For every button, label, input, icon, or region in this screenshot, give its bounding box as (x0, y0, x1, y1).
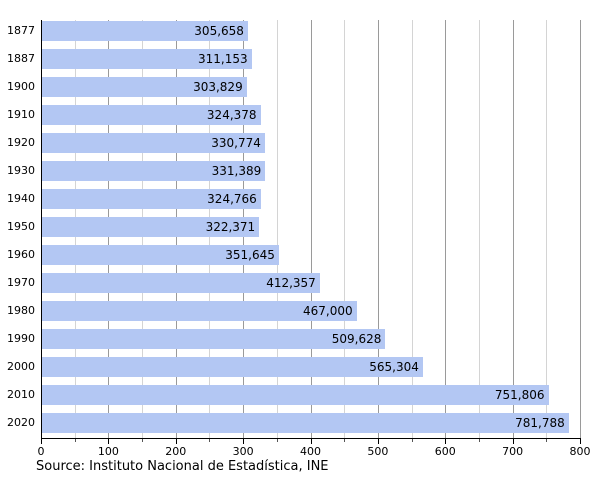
x-axis-tick-label-400: 400 (300, 445, 321, 458)
x-axis-minor-tick (411, 439, 413, 442)
y-axis-label-1990: 1990 (7, 332, 35, 345)
bar-value-label: 330,774 (211, 136, 261, 150)
y-axis-label-2010: 2010 (7, 388, 35, 401)
x-axis-minor-tick (74, 439, 76, 442)
x-axis-major-tick (108, 439, 110, 444)
major-gridline (445, 20, 447, 438)
x-axis-minor-tick (276, 439, 278, 442)
bar-value-label: 781,788 (515, 416, 565, 430)
x-axis-major-tick (377, 439, 379, 444)
bar-2020: 781,788 (42, 413, 569, 433)
y-axis-label-1940: 1940 (7, 192, 35, 205)
bar-value-label: 412,357 (266, 276, 316, 290)
y-axis-label-1910: 1910 (7, 108, 35, 121)
x-axis-minor-tick (546, 439, 548, 442)
y-axis-label-1900: 1900 (7, 80, 35, 93)
minor-gridline (344, 20, 346, 438)
source-caption: Source: Instituto Nacional de Estadístic… (36, 459, 329, 474)
bar-value-label: 509,628 (331, 332, 382, 346)
bar-2010: 751,806 (42, 385, 549, 405)
x-axis-major-tick (41, 439, 42, 444)
minor-gridline (478, 20, 480, 438)
bar-value-label: 751,806 (494, 388, 545, 402)
x-axis-minor-tick (142, 439, 144, 442)
y-axis-label-1970: 1970 (7, 276, 35, 289)
major-gridline (580, 20, 581, 438)
minor-gridline (276, 20, 278, 438)
bar-1940: 324,766 (42, 189, 261, 209)
bar-value-label: 322,371 (205, 220, 256, 234)
bar-value-label: 467,000 (303, 304, 353, 318)
bar-1930: 331,389 (42, 161, 266, 181)
y-axis-label-1960: 1960 (7, 248, 35, 261)
bar-value-label: 324,378 (206, 108, 257, 122)
major-gridline (377, 20, 379, 438)
y-axis-label-1920: 1920 (7, 136, 35, 149)
x-axis-major-tick (580, 439, 581, 444)
x-axis-tick-label-700: 700 (502, 445, 524, 458)
x-axis-tick-label-100: 100 (97, 445, 119, 458)
bar-2000: 565,304 (42, 357, 423, 377)
major-gridline (310, 20, 312, 438)
y-axis-label-2000: 2000 (7, 360, 35, 373)
bar-value-label: 565,304 (369, 360, 419, 374)
minor-gridline (411, 20, 413, 438)
bar-1910: 324,378 (42, 105, 261, 125)
y-axis-label-1877: 1877 (7, 24, 35, 37)
x-axis-major-tick (512, 439, 514, 444)
y-axis-label-1950: 1950 (7, 220, 35, 233)
x-axis-tick-label-200: 200 (165, 445, 187, 458)
y-axis-label-1980: 1980 (7, 304, 35, 317)
x-axis-tick-label-500: 500 (367, 445, 389, 458)
bar-1950: 322,371 (42, 217, 260, 237)
major-gridline (512, 20, 514, 438)
x-axis-tick-label-300: 300 (232, 445, 254, 458)
y-axis-label-1887: 1887 (7, 52, 35, 65)
bar-value-label: 311,153 (198, 52, 248, 66)
bar-1920: 330,774 (42, 133, 265, 153)
bar-1970: 412,357 (42, 273, 320, 293)
bar-1877: 305,658 (42, 21, 248, 41)
bar-value-label: 303,829 (193, 80, 243, 94)
bar-1980: 467,000 (42, 301, 357, 321)
y-axis-label-1930: 1930 (7, 164, 35, 177)
x-axis-major-tick (310, 439, 312, 444)
x-axis-major-tick (445, 439, 447, 444)
x-axis-tick-label-600: 600 (434, 445, 456, 458)
x-axis-tick-label-800: 800 (569, 445, 591, 458)
bar-1960: 351,645 (42, 245, 279, 265)
bar-1900: 303,829 (42, 77, 247, 97)
x-axis-minor-tick (478, 439, 480, 442)
bar-value-label: 324,766 (207, 192, 257, 206)
minor-gridline (546, 20, 548, 438)
x-axis-minor-tick (209, 439, 211, 442)
x-axis-minor-tick (344, 439, 346, 442)
bar-value-label: 305,658 (194, 24, 244, 38)
bar-1887: 311,153 (42, 49, 252, 69)
y-axis-label-2020: 2020 (7, 416, 35, 429)
bar-value-label: 351,645 (225, 248, 275, 262)
bar-1990: 509,628 (42, 329, 386, 349)
x-axis-major-tick (175, 439, 177, 444)
bar-value-label: 331,389 (211, 164, 262, 178)
x-axis-tick-label-0: 0 (37, 445, 45, 458)
x-axis-major-tick (243, 439, 245, 444)
